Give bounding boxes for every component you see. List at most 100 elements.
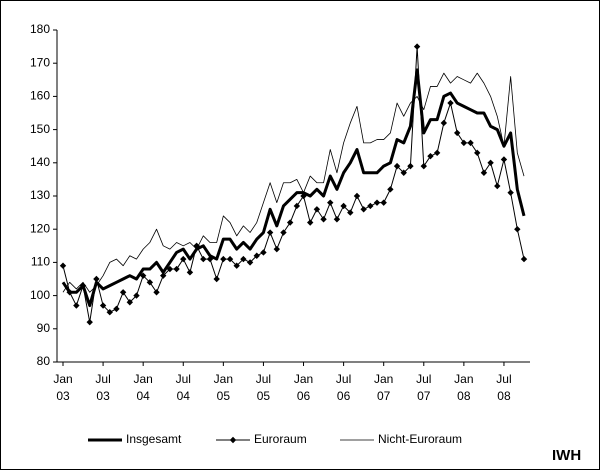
series-marker <box>400 169 407 176</box>
series-marker <box>146 279 154 286</box>
series-marker <box>220 255 227 263</box>
series-marker <box>347 209 354 216</box>
series-marker <box>153 289 160 296</box>
series-marker <box>313 206 321 213</box>
series-marker <box>340 202 347 210</box>
x-tick-label: Jan 05 <box>213 372 234 403</box>
series-marker <box>474 149 481 157</box>
y-tick-label: 170 <box>30 55 50 69</box>
series-marker <box>387 186 394 193</box>
x-tick-label: Jan 06 <box>293 372 314 403</box>
series-marker <box>206 255 214 263</box>
x-tick-label: Jan 07 <box>374 372 394 403</box>
series-marker <box>226 255 234 263</box>
series-marker <box>447 99 454 107</box>
y-tick-label: 180 <box>30 22 50 36</box>
series-marker <box>126 299 134 306</box>
series-marker <box>280 229 287 236</box>
series-marker <box>200 255 207 263</box>
series-marker <box>453 129 461 137</box>
y-tick-label: 120 <box>30 221 50 235</box>
x-tick-label: Jul 07 <box>416 372 432 403</box>
y-tick-label: 140 <box>30 155 50 169</box>
series-marker <box>246 259 254 266</box>
series-marker <box>113 305 120 313</box>
x-tick-label: Jul 08 <box>496 372 512 403</box>
x-tick-label: Jan 08 <box>454 372 474 403</box>
series-marker <box>487 159 494 166</box>
y-tick-label: 100 <box>30 288 50 302</box>
series-marker <box>333 216 341 223</box>
y-tick-label: 160 <box>30 89 50 103</box>
series-marker <box>173 265 180 273</box>
series-marker <box>320 216 327 223</box>
series-marker <box>119 289 127 296</box>
x-tick-label: Jul 03 <box>95 372 111 403</box>
series-marker <box>393 162 401 170</box>
series-marker <box>160 272 167 279</box>
series-marker <box>66 289 73 296</box>
series-marker <box>133 292 140 299</box>
series-marker <box>93 275 100 283</box>
series-marker <box>360 206 367 213</box>
series-marker <box>233 262 240 269</box>
series-marker <box>139 272 147 279</box>
x-tick-label: Jan 04 <box>133 372 153 403</box>
series-marker <box>480 169 488 176</box>
series-marker <box>373 199 381 206</box>
series-marker <box>253 252 260 259</box>
legend-label: Insgesamt <box>126 432 182 446</box>
series-marker <box>327 199 334 206</box>
y-tick-label: 110 <box>31 255 50 269</box>
series-marker <box>467 139 474 147</box>
series-line <box>62 72 525 293</box>
series-marker <box>494 182 501 190</box>
series-marker <box>427 152 434 160</box>
series-marker <box>260 249 267 256</box>
series-marker <box>73 302 80 309</box>
x-tick-label: Jul 06 <box>335 372 352 403</box>
legend-label: Euroraum <box>254 432 307 446</box>
series-marker <box>273 245 280 253</box>
series-marker <box>106 309 113 316</box>
x-tick-label: Jan 03 <box>53 372 73 403</box>
legend-label: Nicht-Euroraum <box>378 432 462 446</box>
series-marker <box>307 219 314 226</box>
series-marker <box>460 139 468 147</box>
series-marker <box>520 255 528 263</box>
series-marker <box>180 255 187 263</box>
series-marker <box>300 192 307 200</box>
series-marker <box>266 229 274 236</box>
x-tick-label: Jul 04 <box>175 372 191 403</box>
series-marker <box>99 302 107 309</box>
series-marker <box>59 262 67 269</box>
y-tick-label: 150 <box>30 122 50 136</box>
source-label: IWH <box>552 447 581 464</box>
series-line <box>61 68 526 308</box>
series-marker <box>433 149 441 157</box>
series-marker <box>367 202 374 210</box>
series-marker <box>240 255 247 263</box>
series-marker <box>507 189 514 196</box>
series-marker <box>440 119 448 127</box>
series-marker <box>413 43 421 50</box>
series-marker <box>514 226 521 233</box>
series-marker <box>86 318 93 326</box>
series-marker <box>407 162 414 170</box>
series-line <box>62 46 525 323</box>
legend-marker <box>229 436 237 444</box>
series-marker <box>420 162 427 170</box>
series-marker <box>286 219 294 226</box>
y-tick-label: 130 <box>30 188 50 202</box>
y-tick-label: 90 <box>37 321 51 335</box>
series-marker <box>213 275 220 283</box>
x-tick-label: Jul 05 <box>255 372 272 403</box>
series-marker <box>166 265 174 273</box>
series-marker <box>186 269 194 276</box>
series-marker <box>500 156 508 163</box>
series-marker <box>293 202 301 210</box>
series-marker <box>353 192 361 200</box>
